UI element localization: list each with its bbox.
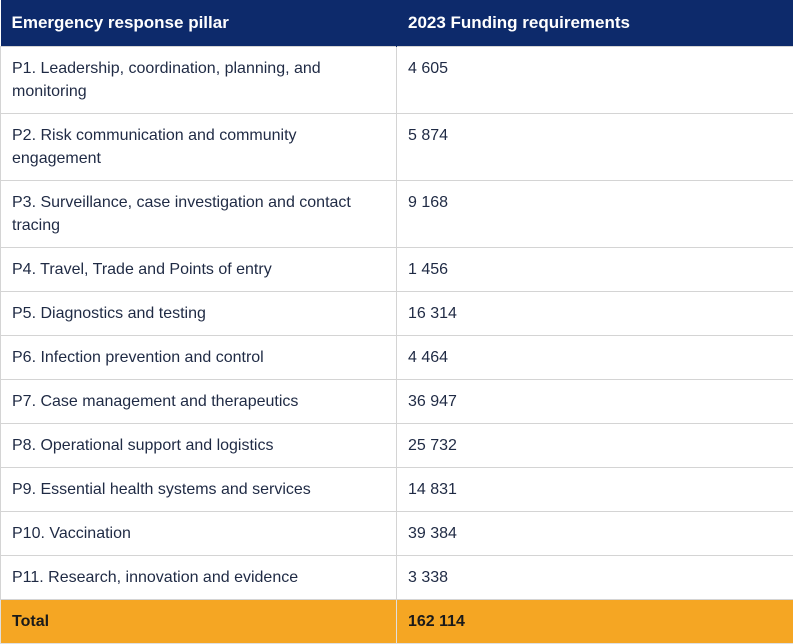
funding-cell: 5 874	[397, 113, 793, 180]
table-row: P3. Surveillance, case investigation and…	[1, 180, 793, 247]
pillar-cell: P4. Travel, Trade and Points of entry	[1, 247, 397, 291]
pillar-cell: P6. Infection prevention and control	[1, 335, 397, 379]
table-row: P8. Operational support and logistics 25…	[1, 423, 793, 467]
table-row: P2. Risk communication and community eng…	[1, 113, 793, 180]
pillar-cell: P9. Essential health systems and service…	[1, 467, 397, 511]
table-row: P4. Travel, Trade and Points of entry 1 …	[1, 247, 793, 291]
funding-cell: 4 605	[397, 46, 793, 113]
total-label: Total	[1, 599, 397, 643]
pillar-cell: P3. Surveillance, case investigation and…	[1, 180, 397, 247]
pillar-cell: P5. Diagnostics and testing	[1, 291, 397, 335]
pillar-cell: P8. Operational support and logistics	[1, 423, 397, 467]
table-row: P6. Infection prevention and control 4 4…	[1, 335, 793, 379]
pillar-cell: P11. Research, innovation and evidence	[1, 555, 397, 599]
funding-cell: 16 314	[397, 291, 793, 335]
table-row: P9. Essential health systems and service…	[1, 467, 793, 511]
table-row: P10. Vaccination 39 384	[1, 511, 793, 555]
pillar-cell: P10. Vaccination	[1, 511, 397, 555]
funding-cell: 14 831	[397, 467, 793, 511]
pillar-cell: P2. Risk communication and community eng…	[1, 113, 397, 180]
pillar-cell: P1. Leadership, coordination, planning, …	[1, 46, 397, 113]
table-row: P5. Diagnostics and testing 16 314	[1, 291, 793, 335]
funding-cell: 3 338	[397, 555, 793, 599]
table-row: P7. Case management and therapeutics 36 …	[1, 379, 793, 423]
table-header-row: Emergency response pillar 2023 Funding r…	[1, 0, 793, 46]
table-row: P11. Research, innovation and evidence 3…	[1, 555, 793, 599]
column-header-pillar: Emergency response pillar	[1, 0, 397, 46]
funding-cell: 4 464	[397, 335, 793, 379]
column-header-funding: 2023 Funding requirements	[397, 0, 793, 46]
funding-cell: 1 456	[397, 247, 793, 291]
funding-cell: 25 732	[397, 423, 793, 467]
total-row: Total 162 114	[1, 599, 793, 643]
funding-cell: 36 947	[397, 379, 793, 423]
funding-cell: 9 168	[397, 180, 793, 247]
table-row: P1. Leadership, coordination, planning, …	[1, 46, 793, 113]
funding-cell: 39 384	[397, 511, 793, 555]
pillar-cell: P7. Case management and therapeutics	[1, 379, 397, 423]
total-value: 162 114	[397, 599, 793, 643]
